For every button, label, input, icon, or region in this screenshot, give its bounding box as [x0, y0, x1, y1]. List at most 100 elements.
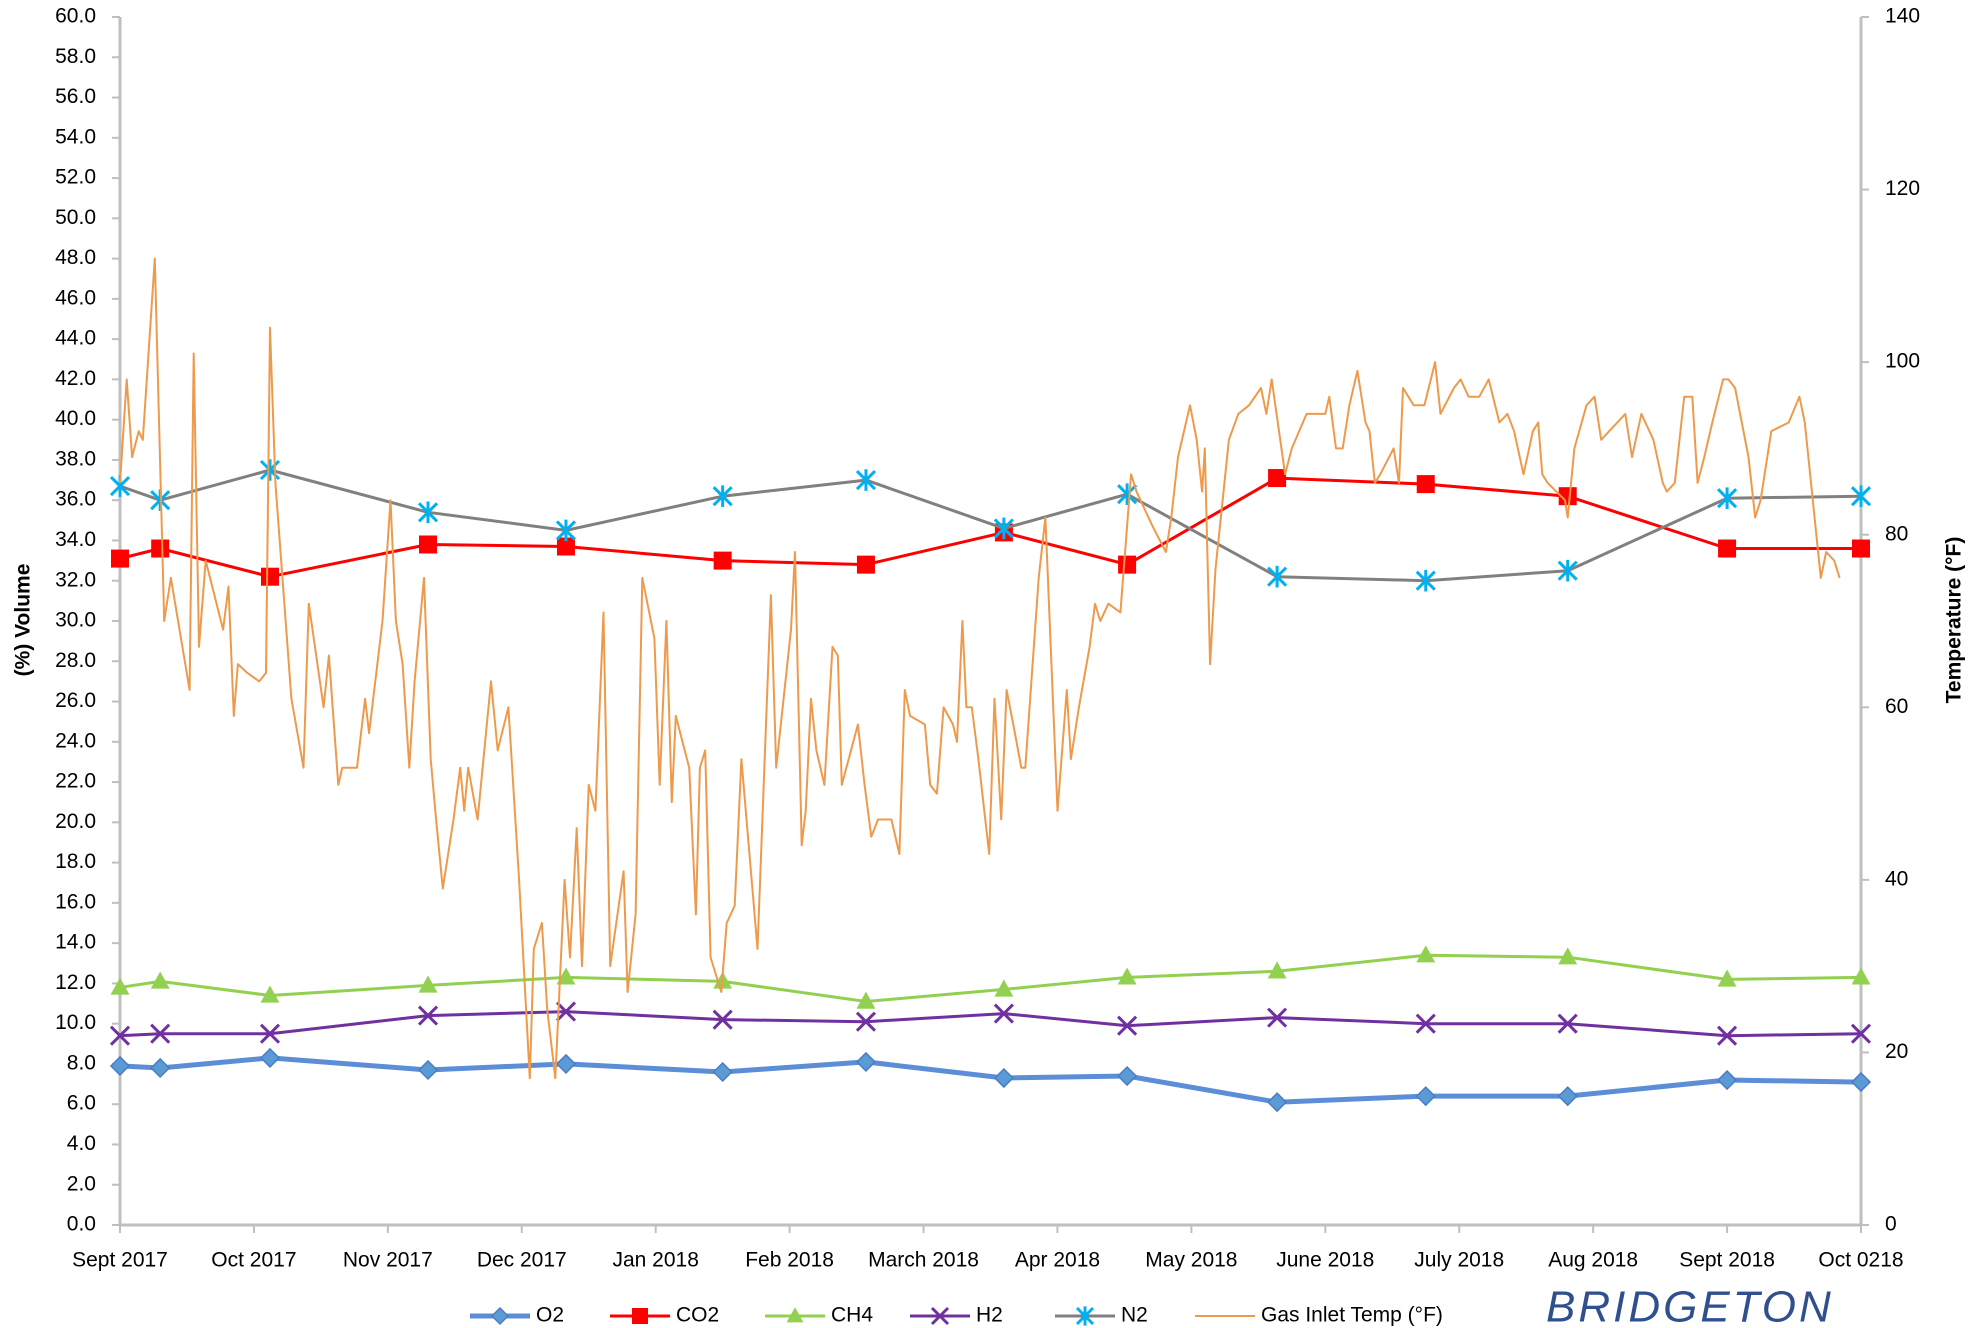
y-tick-label: 58.0 [55, 45, 96, 68]
data-point [110, 977, 130, 995]
data-point [1118, 555, 1137, 574]
data-point [1718, 539, 1737, 558]
legend-label: O2 [536, 1304, 564, 1327]
legend-item: Gas Inlet Temp (°F) [1195, 1304, 1443, 1327]
y-tick-label: 6.0 [67, 1092, 96, 1115]
y-tick-label: 40.0 [55, 407, 96, 430]
data-point [856, 555, 875, 574]
x-tick-label: Aug 2018 [1548, 1249, 1638, 1272]
y-tick-label: 20.0 [55, 810, 96, 833]
y-tick-label: 8.0 [67, 1051, 96, 1074]
data-point [1267, 1007, 1288, 1028]
x-tick-label: Jan 2018 [612, 1249, 698, 1272]
y-tick-label: 32.0 [55, 568, 96, 591]
data-point [1416, 945, 1436, 963]
data-point [150, 1023, 171, 1044]
data-point [1850, 485, 1872, 507]
data-point [1850, 1071, 1872, 1093]
legend-label: Gas Inlet Temp (°F) [1261, 1304, 1443, 1327]
y-tick-label: 16.0 [55, 890, 96, 913]
y2-tick-label: 120 [1885, 177, 1920, 200]
data-point [260, 567, 279, 586]
data-point [1267, 565, 1288, 588]
data-point [555, 519, 577, 542]
x-tick-label: Sept 2018 [1679, 1249, 1775, 1272]
y-tick-label: 38.0 [55, 447, 96, 470]
y-tick-label: 0.0 [67, 1213, 96, 1236]
y-tick-label: 44.0 [55, 327, 96, 350]
y-tick-label: 14.0 [55, 931, 96, 954]
x-tick-label: March 2018 [868, 1249, 979, 1272]
y2-tick-label: 140 [1885, 5, 1920, 28]
data-point [993, 1067, 1014, 1089]
data-point [856, 991, 876, 1009]
data-point [417, 1005, 439, 1026]
data-point [712, 1061, 733, 1083]
data-point [994, 979, 1014, 997]
data-point [555, 1053, 577, 1074]
data-point [1717, 1025, 1738, 1046]
y-tick-label: 48.0 [55, 246, 96, 269]
data-point [993, 517, 1014, 540]
data-point [1267, 1092, 1288, 1113]
data-point [1268, 469, 1287, 488]
series-line [119, 468, 1862, 583]
data-point [1851, 967, 1871, 985]
data-point [1117, 483, 1138, 505]
data-point [1558, 947, 1578, 965]
logo-text: BRIDGETON [1546, 1283, 1834, 1328]
legend-label: CO2 [676, 1304, 719, 1327]
y-tick-label: 24.0 [55, 729, 96, 752]
x-tick-label: Oct 2017 [211, 1249, 296, 1272]
data-point [855, 1011, 877, 1032]
data-point [1415, 1086, 1436, 1107]
data-point [1852, 539, 1870, 558]
x-tick-label: June 2018 [1276, 1249, 1374, 1272]
y-tick-label: 10.0 [55, 1011, 96, 1034]
x-tick-label: Oct 0218 [1818, 1249, 1903, 1272]
data-point [259, 1047, 281, 1068]
data-point [419, 535, 438, 554]
data-point [417, 501, 439, 524]
data-point [1717, 1069, 1738, 1091]
x-tick-label: Nov 2017 [343, 1249, 433, 1272]
y-tick-label: 60.0 [55, 5, 96, 28]
x-tick-label: Sept 2017 [72, 1249, 168, 1272]
y-tick-label: 26.0 [55, 689, 96, 712]
data-point [1717, 487, 1738, 509]
data-point [712, 485, 733, 507]
y2-tick-label: 60 [1885, 695, 1908, 718]
data-point [259, 1023, 281, 1044]
data-point [1267, 961, 1287, 979]
y-tick-label: 22.0 [55, 770, 96, 793]
legend-marker [786, 1307, 804, 1323]
y-tick-label: 36.0 [55, 488, 96, 511]
data-point [1415, 569, 1436, 592]
legend-marker [930, 1306, 950, 1326]
y2-tick-label: 20 [1885, 1040, 1908, 1063]
y2-tick-label: 40 [1885, 867, 1908, 890]
data-point [1557, 1086, 1578, 1107]
y-tick-label: 4.0 [67, 1132, 96, 1155]
data-point [417, 1059, 439, 1081]
data-point [150, 971, 170, 989]
y-axis-title: (%) Volume [12, 564, 35, 677]
y-tick-label: 34.0 [55, 528, 96, 551]
data-point [418, 975, 438, 993]
legend-label: H2 [976, 1304, 1003, 1327]
y-tick-label: 28.0 [55, 649, 96, 672]
x-tick-label: Dec 2017 [477, 1249, 567, 1272]
y2-axis-title: Temperature (°F) [1943, 537, 1966, 704]
data-point [713, 551, 732, 570]
data-point [109, 1055, 131, 1077]
data-point [1558, 487, 1577, 506]
y-tick-label: 56.0 [55, 85, 96, 108]
data-point [1557, 1013, 1578, 1034]
data-point [150, 1057, 171, 1079]
series-line [119, 1010, 1862, 1038]
data-point [151, 539, 170, 558]
data-point [1850, 1023, 1872, 1044]
data-point [1117, 1065, 1138, 1087]
